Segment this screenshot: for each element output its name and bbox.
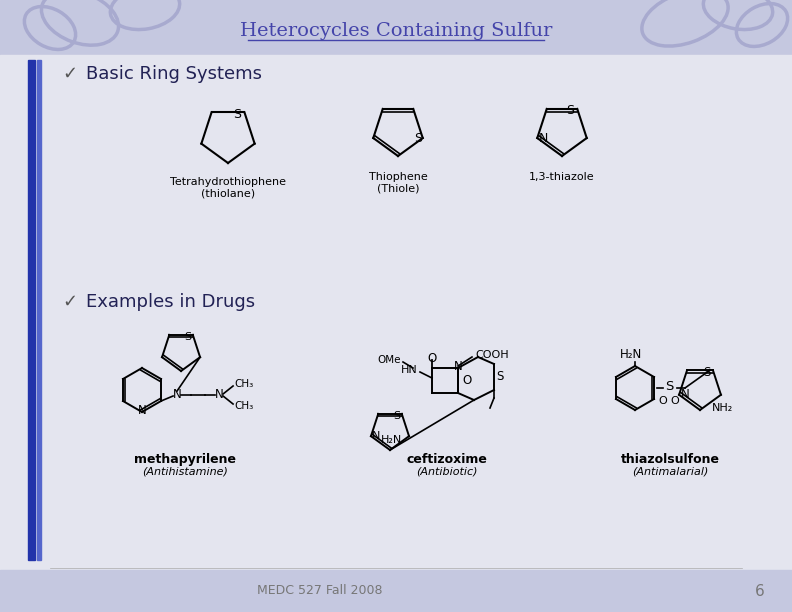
Bar	[0, 570, 792, 612]
Text: ✓: ✓	[62, 293, 77, 311]
Text: 6: 6	[755, 583, 765, 599]
Text: S: S	[664, 379, 673, 392]
Text: N: N	[173, 389, 181, 401]
Text: H₂N: H₂N	[380, 435, 402, 445]
Text: 1,3-thiazole: 1,3-thiazole	[529, 172, 595, 182]
Text: COOH: COOH	[475, 350, 508, 360]
Text: thiazolsulfone: thiazolsulfone	[620, 453, 719, 466]
Text: ceftizoxime: ceftizoxime	[406, 453, 487, 466]
Text: CH₃: CH₃	[234, 379, 253, 389]
Text: ✓: ✓	[62, 65, 77, 83]
Text: (Antibiotic): (Antibiotic)	[417, 467, 478, 477]
Text: O: O	[462, 375, 471, 387]
Text: S: S	[496, 370, 504, 384]
Text: S: S	[393, 411, 400, 421]
Text: S: S	[566, 105, 574, 118]
Text: OMe: OMe	[378, 355, 401, 365]
Text: Examples in Drugs: Examples in Drugs	[86, 293, 255, 311]
Text: HN: HN	[402, 365, 418, 375]
Text: H₂N: H₂N	[620, 348, 642, 360]
Text: S: S	[414, 132, 422, 144]
Text: methapyrilene: methapyrilene	[134, 453, 236, 466]
Bar	[0, 0, 792, 55]
Text: O: O	[671, 396, 680, 406]
Text: (Antimalarial): (Antimalarial)	[632, 467, 708, 477]
Text: NH₂: NH₂	[712, 403, 733, 413]
Text: (Antihistamine): (Antihistamine)	[142, 467, 228, 477]
Text: N: N	[215, 389, 223, 401]
Text: N: N	[138, 405, 147, 417]
Text: S: S	[185, 332, 192, 342]
Bar	[28, 60, 35, 560]
Text: S: S	[234, 108, 242, 121]
Text: Basic Ring Systems: Basic Ring Systems	[86, 65, 262, 83]
Text: N: N	[454, 359, 463, 373]
Bar	[37, 60, 41, 560]
Text: S: S	[703, 366, 710, 379]
Text: Thiophene
(Thiole): Thiophene (Thiole)	[368, 172, 428, 193]
Bar	[0, 55, 792, 570]
Text: O: O	[659, 396, 668, 406]
Text: MEDC 527 Fall 2008: MEDC 527 Fall 2008	[257, 584, 383, 597]
Text: Tetrahydrothiophene
(thiolane): Tetrahydrothiophene (thiolane)	[170, 177, 286, 199]
Text: N: N	[539, 132, 548, 144]
Text: N: N	[371, 431, 380, 441]
Text: O: O	[428, 351, 436, 365]
Text: Heterocycles Containing Sulfur: Heterocycles Containing Sulfur	[240, 22, 552, 40]
Text: N: N	[680, 388, 690, 401]
Text: CH₃: CH₃	[234, 401, 253, 411]
